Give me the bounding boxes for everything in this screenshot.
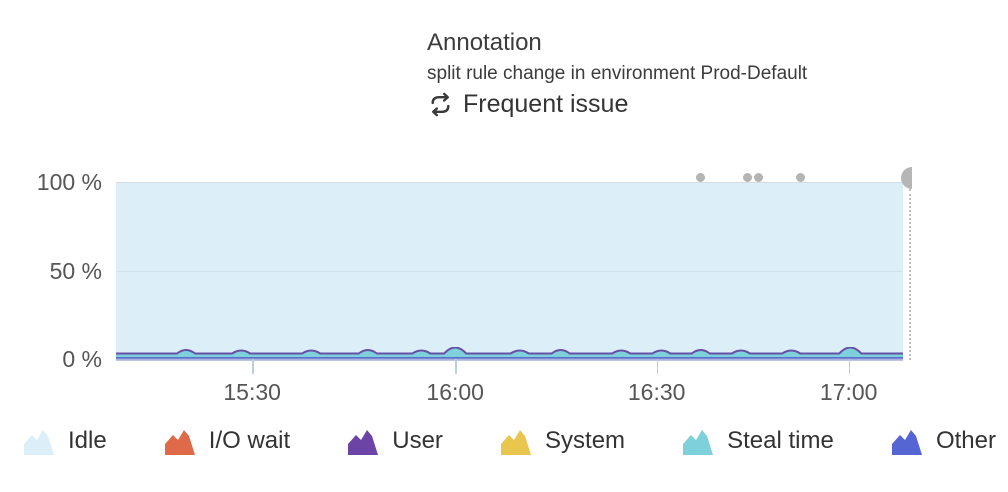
area-series-icon (891, 429, 922, 455)
legend-item-label: Steal time (727, 427, 834, 454)
y-tick-label: 100 % (36, 169, 102, 195)
legend-item-idle[interactable]: Idle (24, 427, 107, 455)
area-series-icon (683, 429, 714, 455)
x-tick-label: 17:00 (819, 379, 878, 405)
legend-item-label: User (392, 427, 443, 454)
x-tick-mark (252, 359, 254, 374)
legend-item-steal-time[interactable]: Steal time (683, 427, 834, 455)
annotation-frequent-issue-badge: Frequent issue (427, 89, 807, 120)
x-tick-label: 15:30 (223, 379, 281, 405)
frequent-issue-label: Frequent issue (463, 89, 629, 118)
legend-item-system[interactable]: System (501, 427, 625, 455)
event-dot[interactable] (796, 173, 806, 182)
x-tick-label: 16:30 (627, 379, 686, 405)
plot-area[interactable] (116, 182, 903, 361)
area-series-icon (24, 429, 54, 455)
legend: Idle I/O wait User System Steal time Other (24, 427, 996, 455)
annotation-marker[interactable] (900, 167, 912, 189)
x-tick-mark (455, 359, 457, 374)
annotation-title: Annotation (427, 29, 542, 56)
x-tick-label: 16:00 (426, 379, 484, 405)
idle-area-fill (116, 182, 903, 354)
area-series-icon (164, 429, 195, 455)
y-tick-label: 0 % (62, 346, 102, 372)
legend-item-user[interactable]: User (348, 427, 443, 455)
legend-item-label: Other (935, 427, 996, 454)
stacked-series-band (116, 347, 903, 361)
legend-item-other[interactable]: Other (891, 427, 996, 455)
area-series-icon (348, 429, 379, 455)
x-tick-mark (656, 359, 659, 374)
legend-item-label: I/O wait (208, 427, 291, 454)
x-tick-mark (848, 359, 851, 374)
gridline-50pct (116, 271, 903, 272)
annotation-marker-line (908, 189, 911, 360)
repeat-icon (431, 92, 450, 117)
legend-item-label: Idle (68, 427, 107, 454)
y-tick-label: 50 % (49, 258, 102, 285)
event-dot[interactable] (754, 173, 764, 182)
event-dot[interactable] (696, 173, 706, 182)
area-series-icon (501, 429, 532, 455)
event-dot[interactable] (743, 173, 753, 182)
annotation-description: split rule change in environment Prod-De… (427, 63, 808, 84)
legend-item-label: System (545, 427, 626, 454)
annotation-tooltip: Annotation split rule change in environm… (427, 28, 807, 120)
legend-item-i-o-wait[interactable]: I/O wait (164, 427, 291, 455)
